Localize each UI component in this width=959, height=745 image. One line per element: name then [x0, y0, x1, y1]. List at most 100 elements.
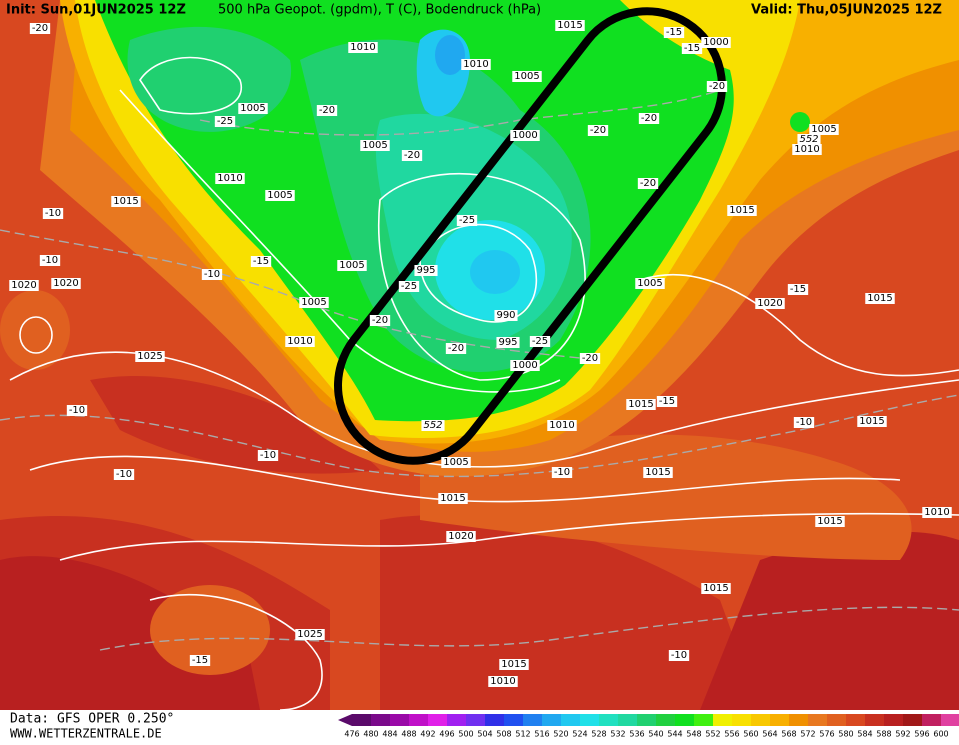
- temperature-label: -20: [404, 150, 420, 161]
- isobar-label: 1010: [490, 676, 515, 687]
- isobar-label: 1010: [463, 59, 488, 70]
- isobar-label: 1000: [512, 360, 537, 371]
- colorbar-label: 588: [876, 730, 891, 739]
- colorbar-label: 544: [667, 730, 682, 739]
- colorbar-label: 540: [648, 730, 663, 739]
- temperature-label: -15: [659, 396, 675, 407]
- isobar-label: 995: [416, 265, 435, 276]
- colorbar-label: 524: [572, 730, 587, 739]
- colorbar-label: 488: [401, 730, 416, 739]
- isobar-label-box: [9, 280, 39, 291]
- colorbar-label: 516: [534, 730, 549, 739]
- colorbar-swatch: [371, 714, 390, 726]
- colorbar-swatch: [428, 714, 447, 726]
- map-title: 500 hPa Geopot. (gpdm), T (C), Bodendruc…: [218, 3, 541, 18]
- isobar-label: 1005: [443, 457, 468, 468]
- isobar-label-box: [512, 71, 542, 82]
- isobar-label: 1005: [811, 124, 836, 135]
- isobar-label-box: [488, 676, 518, 687]
- isobar-label-box: [792, 144, 822, 155]
- colorbar-label: 548: [686, 730, 701, 739]
- isobar-label: 1010: [924, 507, 949, 518]
- temperature-label-box: [316, 105, 338, 116]
- geopotential-label-box: [797, 134, 821, 145]
- temperature-label: -25: [217, 116, 233, 127]
- isobar-label-box: [438, 493, 468, 504]
- temperature-label: -10: [671, 650, 687, 661]
- isobar-label-box: [555, 20, 585, 31]
- temperature-label-box: [579, 353, 601, 364]
- colorbar-swatch: [789, 714, 808, 726]
- geopotential-label: 552: [423, 420, 442, 431]
- isobar-label-box: [547, 420, 577, 431]
- colorbar-label: 532: [610, 730, 625, 739]
- colorbar-swatch: [561, 714, 580, 726]
- temperature-label-box: [39, 255, 61, 266]
- colorbar-label: 560: [743, 730, 758, 739]
- isobar-label: 1005: [240, 103, 265, 114]
- temperature-label-box: [42, 208, 64, 219]
- colorbar-label: 556: [724, 730, 739, 739]
- colorbar-label: 508: [496, 730, 511, 739]
- colorbar-swatch: [599, 714, 618, 726]
- isobar-label: 1005: [339, 260, 364, 271]
- temperature-label: -10: [204, 269, 220, 280]
- temperature-label: -25: [532, 336, 548, 347]
- colorbar-swatch: [770, 714, 789, 726]
- colorbar-swatch: [409, 714, 428, 726]
- contour-labels: 1015 1010 1010 1005 1005 1005 1000 1010 1005 1015…: [9, 20, 952, 687]
- geopotential-label-box: [421, 420, 445, 431]
- isobar-label-box: [701, 37, 731, 48]
- isobar-label-box: [755, 298, 785, 309]
- temperature-label-box: [638, 113, 660, 124]
- isobar-label-box: [857, 416, 887, 427]
- isobar-label-box: [441, 457, 471, 468]
- temperature-label: -20: [709, 81, 725, 92]
- colorbar-swatch: [903, 714, 922, 726]
- isobar-label: 990: [496, 310, 515, 321]
- isobar-label: 1015: [703, 583, 728, 594]
- temperature-label-box: [250, 256, 272, 267]
- isobar-label-box: [461, 59, 491, 70]
- temperature-label-box: [29, 23, 51, 34]
- isobar-label-box: [51, 278, 81, 289]
- colorbar-swatch: [352, 714, 371, 726]
- temperature-label-box: [401, 150, 423, 161]
- colorbar-label: 576: [819, 730, 834, 739]
- isobar-label-box: [496, 337, 520, 348]
- site: WWW.WETTERZENTRALE.DE: [10, 727, 162, 741]
- isobar-label-box: [635, 278, 665, 289]
- temperature-label-box: [66, 405, 88, 416]
- isobar-label-box: [238, 103, 268, 114]
- temperature-label: -10: [42, 255, 58, 266]
- isobar-label: 1025: [137, 351, 162, 362]
- isobar-label: 1015: [859, 416, 884, 427]
- temperature-label-box: [551, 467, 573, 478]
- temperature-label: -10: [116, 469, 132, 480]
- isobar-label: 995: [498, 337, 517, 348]
- temperature-label-box: [637, 178, 659, 189]
- isobar-label-box: [265, 190, 295, 201]
- temperature-label-box: [214, 116, 236, 127]
- isobar-label-box: [643, 467, 673, 478]
- colorbar-label: 592: [895, 730, 910, 739]
- colorbar-swatch: [751, 714, 770, 726]
- colorbar-swatch: [694, 714, 713, 726]
- colorbar-swatch: [466, 714, 485, 726]
- isobar-label: 1015: [501, 659, 526, 670]
- isobar-label: 1005: [362, 140, 387, 151]
- isobar-label-box: [446, 531, 476, 542]
- isobar-label: 1015: [817, 516, 842, 527]
- temperature-label: -15: [253, 256, 269, 267]
- colorbar-label: 520: [553, 730, 568, 739]
- colorbar-swatch: [865, 714, 884, 726]
- colorbar-swatch: [447, 714, 466, 726]
- colorbar-arrow: [338, 714, 352, 726]
- temperature-label: -10: [260, 450, 276, 461]
- isobar-label: 1000: [512, 130, 537, 141]
- colorbar-label: 536: [629, 730, 644, 739]
- temperature-label-box: [529, 336, 551, 347]
- isobar-label: 1020: [11, 280, 36, 291]
- colorbar-swatch: [922, 714, 941, 726]
- isobar-label: 1015: [729, 205, 754, 216]
